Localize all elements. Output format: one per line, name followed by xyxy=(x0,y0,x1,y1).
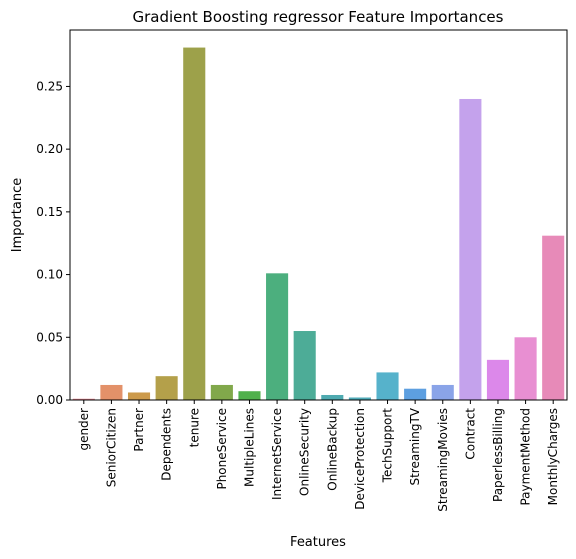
x-tick-label: gender xyxy=(77,408,91,451)
bars-group xyxy=(72,47,565,401)
x-tick-label: StreamingMovies xyxy=(436,408,450,512)
x-tick-label: OnlineSecurity xyxy=(298,408,312,496)
y-tick-label: 0.00 xyxy=(36,393,63,407)
bar-StreamingTV xyxy=(404,388,427,400)
bar-Contract xyxy=(459,98,482,400)
x-tick-label: SeniorCitizen xyxy=(104,408,118,487)
bar-SeniorCitizen xyxy=(100,384,123,400)
bar-tenure xyxy=(183,47,206,401)
bar-DeviceProtection xyxy=(348,397,371,400)
x-tick-label: OnlineBackup xyxy=(325,408,339,491)
y-axis-label: Importance xyxy=(10,178,25,253)
y-axis: 0.00 0.05 0.10 0.15 0.20 0.25 xyxy=(36,79,70,407)
bar-Dependents xyxy=(155,376,178,400)
x-axis-label: Features xyxy=(290,535,346,550)
x-tick-label: PaperlessBilling xyxy=(491,408,505,502)
bar-gender xyxy=(72,398,95,400)
bar-StreamingMovies xyxy=(431,384,454,400)
x-tick-label: MonthlyCharges xyxy=(546,408,560,505)
x-tick-label: PaymentMethod xyxy=(519,408,533,506)
plot-frame xyxy=(69,29,568,401)
x-tick-label: MultipleLines xyxy=(242,408,256,487)
x-tick-label: DeviceProtection xyxy=(353,408,367,510)
x-tick-label: StreamingTV xyxy=(408,407,422,485)
bar-InternetService xyxy=(266,273,289,400)
x-tick-label: Contract xyxy=(463,408,477,460)
bar-Partner xyxy=(127,392,151,400)
x-tick-label: tenure xyxy=(187,408,201,447)
y-tick-label: 0.05 xyxy=(36,330,63,344)
bar-PaperlessBilling xyxy=(486,359,510,400)
bar-MonthlyCharges xyxy=(542,235,565,400)
bar-TechSupport xyxy=(376,372,399,400)
bar-PhoneService xyxy=(210,384,233,400)
x-tick-label: InternetService xyxy=(270,408,284,500)
y-tick-label: 0.10 xyxy=(36,268,63,282)
chart-title: Gradient Boosting regressor Feature Impo… xyxy=(133,8,504,26)
bar-PaymentMethod xyxy=(514,337,537,400)
y-tick-label: 0.20 xyxy=(36,142,63,156)
bar-MultipleLines xyxy=(238,391,261,400)
x-tick-label: TechSupport xyxy=(381,408,395,484)
x-tick-label: Dependents xyxy=(160,408,174,481)
y-tick-label: 0.25 xyxy=(36,79,63,93)
x-axis: gender SeniorCitizen Partner Dependents tenu… xyxy=(77,400,560,512)
bar-OnlineBackup xyxy=(321,394,344,400)
x-tick-label: PhoneService xyxy=(215,408,229,490)
y-tick-label: 0.15 xyxy=(36,205,63,219)
x-tick-label: Partner xyxy=(132,408,146,452)
bar-OnlineSecurity xyxy=(293,331,316,400)
